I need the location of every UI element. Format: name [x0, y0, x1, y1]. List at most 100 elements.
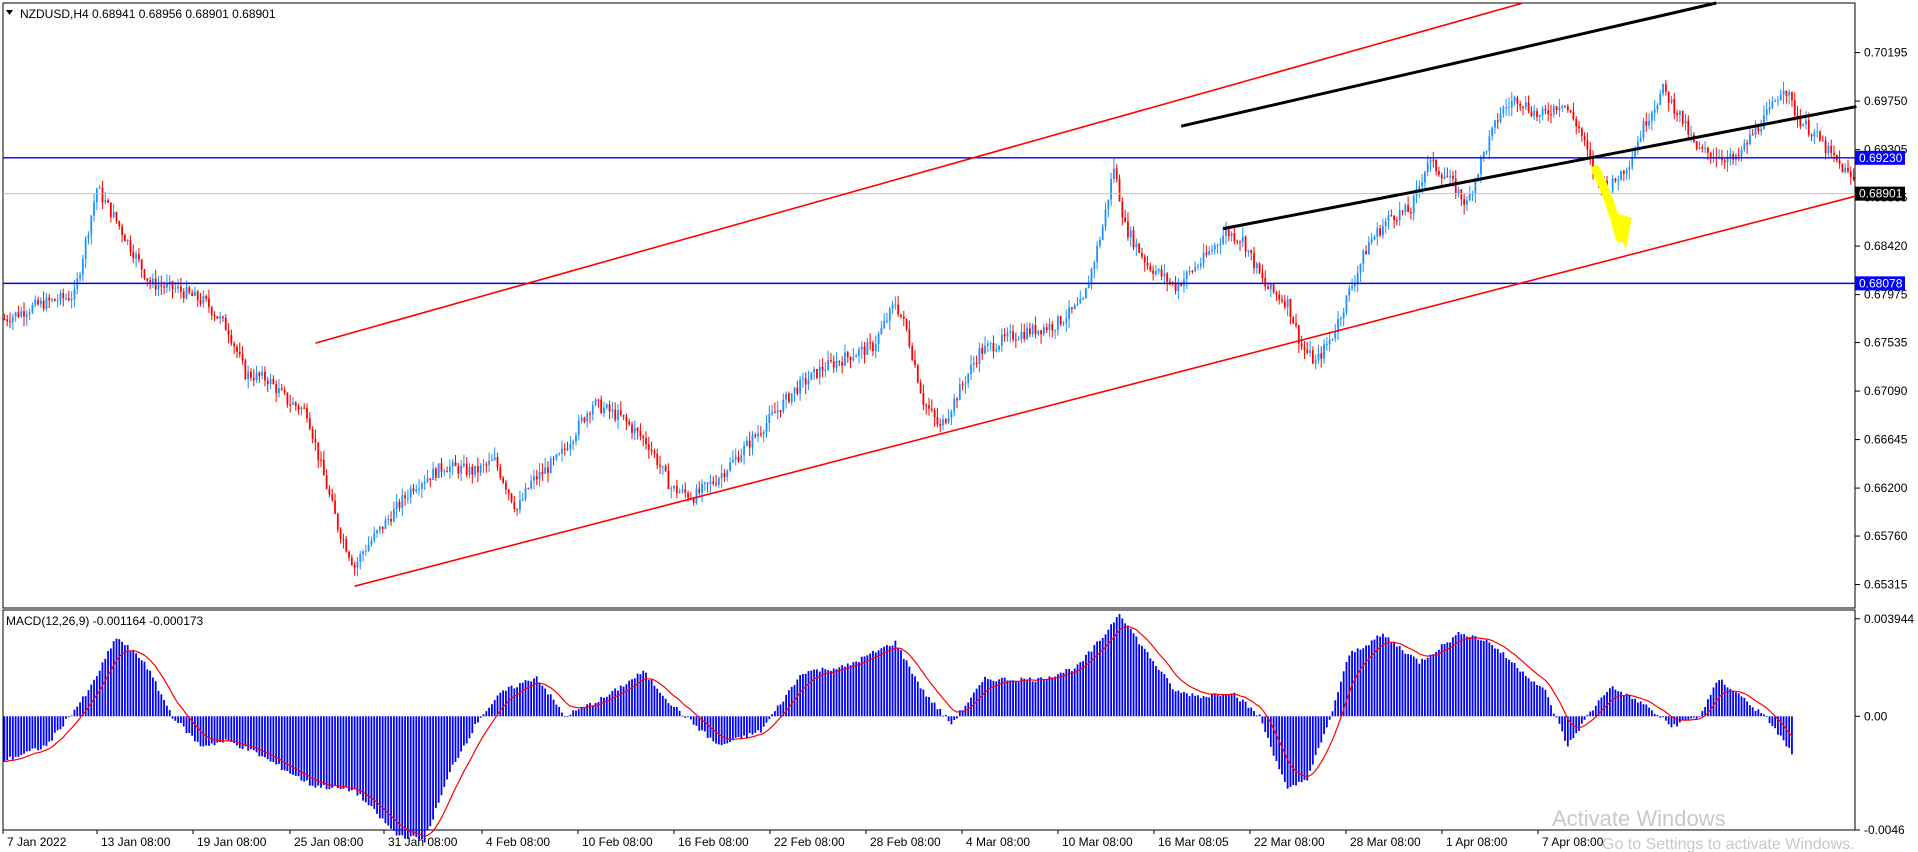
candle-body	[799, 379, 802, 394]
macd-bar	[1180, 692, 1183, 717]
macd-bar	[880, 648, 883, 717]
candle	[1625, 167, 1628, 180]
candle-body	[1695, 141, 1698, 149]
candle	[1824, 136, 1827, 160]
candle-body	[491, 459, 493, 461]
candle	[381, 526, 384, 534]
macd-bar	[451, 716, 454, 765]
macd-bar	[409, 716, 412, 837]
candle	[496, 452, 499, 472]
macd-bar	[1760, 713, 1763, 717]
candle-body	[381, 526, 384, 530]
macd-bar	[1353, 652, 1356, 717]
macd-bar	[541, 685, 544, 717]
candle	[1028, 322, 1031, 338]
candle-body	[370, 540, 373, 545]
macd-bar	[936, 709, 939, 717]
candle-body	[451, 461, 454, 467]
candle-body	[1090, 269, 1093, 285]
candle	[1440, 172, 1443, 185]
macd-bar	[14, 716, 17, 757]
candle-body	[266, 380, 269, 385]
macd-bar	[1208, 697, 1211, 717]
candle	[67, 290, 70, 302]
time-tick-label: 28 Mar 08:00	[1350, 835, 1421, 849]
candle	[51, 297, 53, 303]
candle-body	[1320, 353, 1323, 359]
macd-bar	[191, 716, 194, 736]
candle-body	[1202, 252, 1205, 264]
macd-bar	[34, 716, 37, 749]
candle	[126, 239, 129, 246]
candle-body	[779, 410, 782, 412]
macd-bar	[448, 716, 451, 772]
candle-body	[1059, 316, 1062, 325]
inner-channel-lower-line[interactable]	[1222, 105, 1857, 231]
candle	[1272, 282, 1275, 295]
candle	[1065, 309, 1068, 333]
candle-body	[488, 460, 491, 465]
macd-bar	[844, 666, 846, 717]
macd-histogram	[3, 614, 1793, 843]
candle	[79, 271, 81, 283]
channel-upper-line[interactable]	[315, 2, 1524, 344]
candle	[950, 409, 953, 426]
candle	[378, 525, 381, 535]
candle	[1157, 268, 1160, 275]
macd-panel[interactable]	[2, 609, 1856, 843]
candle	[1575, 116, 1578, 135]
candle	[1424, 170, 1426, 191]
macd-bar	[908, 666, 911, 717]
current-price-label: 0.68901	[1859, 187, 1903, 201]
candle	[233, 341, 236, 354]
candle	[1121, 197, 1124, 226]
candle	[1261, 264, 1264, 284]
candle	[1782, 81, 1785, 105]
inner-channel-upper-line[interactable]	[1180, 1, 1717, 128]
candle-body	[1586, 140, 1589, 150]
candle-body	[902, 316, 905, 319]
channel-lower-line[interactable]	[354, 195, 1857, 587]
candle-body	[1681, 110, 1684, 124]
macd-bar	[1396, 646, 1398, 717]
triangle-down-icon[interactable]	[6, 10, 13, 15]
candle	[1379, 224, 1381, 238]
macd-bar	[1135, 636, 1138, 717]
candle-body	[1174, 282, 1177, 291]
time-tick-label: 10 Feb 08:00	[582, 835, 653, 849]
macd-bar	[633, 678, 636, 717]
candle-body	[925, 404, 928, 406]
candle	[1774, 98, 1777, 103]
macd-bar	[1496, 648, 1499, 717]
candle	[1093, 260, 1096, 279]
candle-body	[1639, 137, 1642, 142]
candle-body	[591, 404, 594, 415]
candle-body	[56, 300, 59, 302]
candle	[1393, 215, 1396, 229]
macd-bar	[1746, 701, 1749, 717]
candles	[3, 79, 1855, 577]
candle-body	[123, 234, 126, 242]
macd-bar	[1594, 705, 1597, 717]
macd-bar	[1297, 716, 1300, 782]
macd-bar	[1031, 681, 1034, 717]
candle-body	[1516, 97, 1519, 104]
candle-body	[813, 369, 816, 373]
candle	[925, 403, 928, 415]
candle-body	[1667, 91, 1670, 103]
macd-bar	[1398, 646, 1401, 717]
macd-bar	[101, 662, 104, 717]
macd-bar	[39, 716, 42, 750]
candle	[1169, 277, 1171, 286]
candle-body	[1155, 271, 1157, 275]
price-panel[interactable]	[2, 1, 1857, 609]
macd-bar	[547, 694, 549, 717]
macd-bar	[342, 716, 345, 789]
candle-body	[810, 372, 813, 381]
macd-bar	[1356, 648, 1359, 717]
macd-bar	[897, 648, 900, 717]
price-tick-label: 0.70195	[1864, 46, 1908, 60]
candle-body	[208, 298, 210, 308]
macd-bar	[146, 669, 149, 717]
